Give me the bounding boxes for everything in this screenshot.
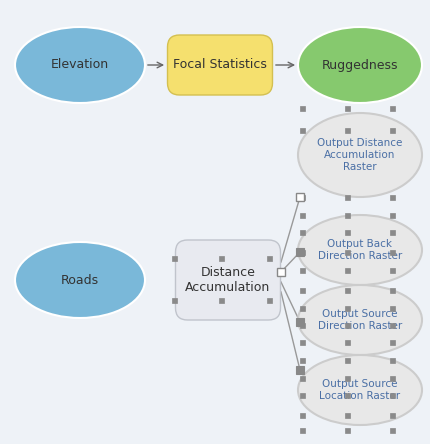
- Bar: [345, 340, 350, 345]
- Bar: [345, 213, 350, 218]
- Bar: [300, 230, 305, 234]
- Bar: [295, 318, 303, 326]
- Bar: [390, 230, 395, 234]
- Bar: [300, 213, 305, 218]
- Text: Output Back
Direction Raster: Output Back Direction Raster: [317, 239, 401, 261]
- Bar: [267, 255, 272, 261]
- Bar: [390, 340, 395, 345]
- Bar: [345, 194, 350, 199]
- Bar: [390, 392, 395, 397]
- Text: Roads: Roads: [61, 274, 99, 286]
- Ellipse shape: [297, 355, 421, 425]
- Ellipse shape: [15, 27, 144, 103]
- Bar: [390, 250, 395, 254]
- Text: Output Source
Direction Raster: Output Source Direction Raster: [317, 309, 401, 331]
- Bar: [390, 288, 395, 293]
- Bar: [345, 127, 350, 132]
- Bar: [390, 357, 395, 362]
- Bar: [390, 267, 395, 273]
- Bar: [345, 305, 350, 310]
- Bar: [345, 428, 350, 432]
- FancyBboxPatch shape: [167, 35, 272, 95]
- Text: Distance
Accumulation: Distance Accumulation: [185, 266, 270, 294]
- Bar: [300, 428, 305, 432]
- Bar: [172, 297, 177, 302]
- Bar: [345, 412, 350, 417]
- Bar: [390, 428, 395, 432]
- Bar: [300, 376, 305, 381]
- Bar: [300, 267, 305, 273]
- Bar: [345, 376, 350, 381]
- Ellipse shape: [297, 285, 421, 355]
- Bar: [300, 392, 305, 397]
- Ellipse shape: [297, 113, 421, 197]
- Bar: [345, 230, 350, 234]
- Bar: [345, 322, 350, 328]
- Bar: [390, 127, 395, 132]
- Ellipse shape: [297, 27, 421, 103]
- Bar: [345, 357, 350, 362]
- Text: Focal Statistics: Focal Statistics: [173, 59, 266, 71]
- Bar: [345, 267, 350, 273]
- Bar: [390, 305, 395, 310]
- FancyBboxPatch shape: [175, 240, 280, 320]
- Bar: [345, 288, 350, 293]
- Bar: [300, 194, 305, 199]
- Bar: [295, 248, 303, 256]
- Bar: [295, 366, 303, 374]
- Bar: [300, 250, 305, 254]
- Bar: [300, 127, 305, 132]
- Bar: [300, 305, 305, 310]
- Bar: [300, 340, 305, 345]
- Ellipse shape: [297, 215, 421, 285]
- Bar: [390, 106, 395, 111]
- Bar: [390, 376, 395, 381]
- Bar: [172, 255, 177, 261]
- Bar: [345, 250, 350, 254]
- Bar: [267, 297, 272, 302]
- Bar: [345, 106, 350, 111]
- Bar: [390, 213, 395, 218]
- Bar: [295, 193, 303, 201]
- Bar: [219, 255, 224, 261]
- Bar: [390, 194, 395, 199]
- Bar: [345, 392, 350, 397]
- Text: Elevation: Elevation: [51, 59, 109, 71]
- Bar: [300, 412, 305, 417]
- Ellipse shape: [15, 242, 144, 318]
- Text: Output Source
Location Raster: Output Source Location Raster: [319, 379, 399, 401]
- Bar: [276, 268, 284, 276]
- Text: Ruggedness: Ruggedness: [321, 59, 397, 71]
- Bar: [300, 106, 305, 111]
- Bar: [300, 357, 305, 362]
- Bar: [300, 322, 305, 328]
- Bar: [390, 322, 395, 328]
- Bar: [300, 288, 305, 293]
- Text: Output Distance
Accumulation
Raster: Output Distance Accumulation Raster: [316, 139, 402, 171]
- Bar: [390, 412, 395, 417]
- Bar: [219, 297, 224, 302]
